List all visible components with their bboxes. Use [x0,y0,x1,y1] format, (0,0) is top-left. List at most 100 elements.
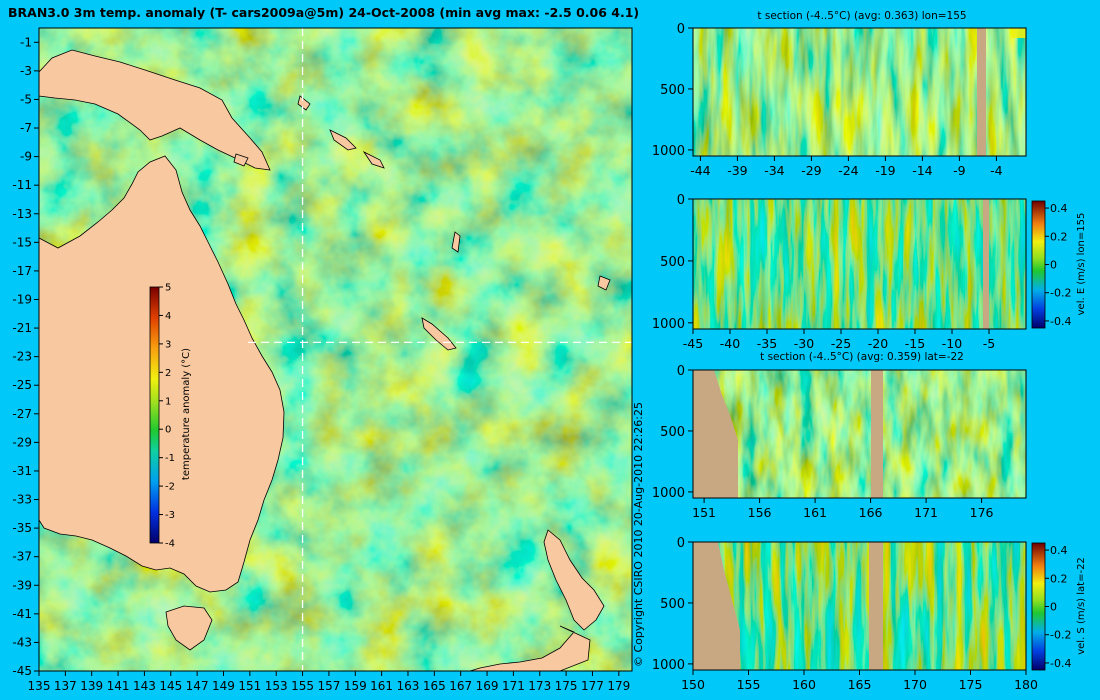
map-y-tick-label: -29 [12,435,32,449]
panel-vel-e-colorbar-label: vel. E (m/s) lon=155 [1076,213,1087,316]
section-y-tick-label: 1000 [652,486,685,501]
section-x-tick-label: -35 [757,336,777,351]
map-x-tick-label: 147 [186,679,209,693]
section-x-tick-label: -10 [942,336,962,351]
panel-vel-s-land-shelf [693,542,740,670]
panel-vel-e-field [693,199,1026,329]
map-y-tick-label: -9 [20,150,32,164]
map-x-tick-label: 171 [502,679,525,693]
panel-vel-e-y-axis: 0 500 1000 [652,193,693,332]
section-x-tick-label: -24 [838,163,858,178]
panel-t-lon-title: t section (-4..5°C) (avg: 0.363) lon=155 [757,10,966,22]
map-colorbar-tick-label: -1 [165,453,175,464]
panel-t-lat-field [693,370,1026,498]
section-x-tick-label: 166 [859,505,883,520]
map-x-tick-label: 159 [344,679,367,693]
section-x-tick-label: -19 [875,163,895,178]
panel-vel-s-field [693,542,1026,670]
panel-t-lon-frame [692,27,1027,157]
section-x-tick-label: -45 [683,336,703,351]
map-y-tick-label: -3 [20,64,32,78]
section-colorbar-tick-label: -0.2 [1050,629,1071,642]
section-y-tick-label: 500 [660,597,685,612]
section-x-tick-label: -5 [983,336,995,351]
section-x-tick-label: 155 [737,677,761,692]
map-y-tick-label: -27 [12,407,32,421]
section-colorbar-tick-label: -0.4 [1050,657,1071,670]
map-colorbar-tick-label: 0 [165,425,171,436]
map-x-tick-label: 139 [80,679,103,693]
map-x-tick-label: 151 [238,679,261,693]
map-x-tick-label: 179 [607,679,630,693]
map-colorbar-ticks: 5 4 3 2 1 0 -1 -2 -3 -4 [159,283,175,550]
section-colorbar-tick-label: 0 [1050,259,1057,272]
map-x-tick-label: 153 [265,679,288,693]
map-x-tick-label: 143 [133,679,156,693]
map-x-tick-label: 135 [28,679,51,693]
map-x-tick-label: 175 [555,679,578,693]
section-x-tick-label: -9 [953,163,966,178]
section-y-tick-label: 0 [677,364,685,379]
section-y-tick-label: 500 [660,83,685,98]
map-colorbar-tick-label: 2 [165,368,171,379]
section-x-tick-label: 150 [681,677,705,692]
panel-t-lat-land-ridge [871,370,883,498]
section-colorbar-tick-label: -0.2 [1050,287,1071,300]
section-x-tick-label: -20 [868,336,888,351]
panel-vel-s-colorbar-ticks: 0.4 0.2 0 -0.2 -0.4 [1045,544,1071,670]
section-colorbar-tick-label: 0.4 [1050,202,1068,215]
section-colorbar-tick-label: 0.4 [1050,544,1068,557]
section-y-tick-label: 1000 [652,144,685,159]
map-x-tick-label: 173 [528,679,551,693]
section-x-tick-label: 180 [1014,677,1038,692]
section-x-tick-label: -30 [794,336,814,351]
map-colorbar-tick-label: 3 [165,339,171,350]
map-y-tick-label: -21 [12,321,32,335]
map-x-tick-label: 141 [107,679,130,693]
map-x-tick-label: 155 [291,679,314,693]
map-y-tick-label: -37 [12,550,32,564]
map-colorbar-tick-label: 4 [165,311,171,322]
section-colorbar-tick-label: 0.2 [1050,572,1068,585]
panel-t-lon-field [693,28,1026,156]
land-fiji [597,275,611,291]
panel-t-lat-x-axis: 151 156 161 166 171 176 [692,498,994,520]
panel-vel-s-y-axis: 0 500 1000 [652,536,693,673]
land-new-zealand-north [543,529,605,631]
land-australia [38,155,285,593]
land-new-guinea [38,49,271,171]
map-colorbar-tick-label: -4 [165,539,175,550]
map-y-tick-label: -33 [12,493,32,507]
map-y-tick-label: -43 [12,635,32,649]
map-y-tick-label: -19 [12,292,32,306]
section-y-tick-label: 1000 [652,658,685,673]
land-solomon-1 [329,129,357,151]
section-x-tick-label: 156 [748,505,772,520]
map-y-tick-label: -5 [20,92,32,106]
map-x-tick-label: 167 [449,679,472,693]
section-colorbar-tick-label: 0 [1050,601,1057,614]
map-y-tick-label: -17 [12,264,32,278]
section-x-tick-label: -4 [990,163,1003,178]
panel-vel-e-frame [692,198,1027,330]
map-colorbar-tick-label: 5 [165,283,171,294]
map-colorbar-label: temperature anomaly (°C) [181,348,192,480]
land-tasmania [165,605,213,651]
map-panel: 135 137 139 141 143 145 147 149 151 153 155 157 159 1… [12,27,633,693]
panel-vel-e-x-axis: -45 -40 -35 -30 -25 -20 -15 -10 -5 [683,329,995,351]
map-x-tick-label: 149 [212,679,235,693]
panel-vel-e-colorbar [1031,200,1046,329]
section-y-tick-label: 0 [677,536,685,551]
map-y-tick-label: -23 [12,350,32,364]
map-y-tick-label: -25 [12,378,32,392]
map-x-tick-label: 161 [370,679,393,693]
map-x-tick-label: 137 [54,679,77,693]
section-x-tick-label: -34 [764,163,784,178]
panel-t-lat-frame [692,369,1027,499]
section-x-tick-label: 151 [692,505,716,520]
land-bougainville [297,95,311,111]
section-colorbar-tick-label: 0.2 [1050,230,1068,243]
section-x-tick-label: 176 [970,505,994,520]
